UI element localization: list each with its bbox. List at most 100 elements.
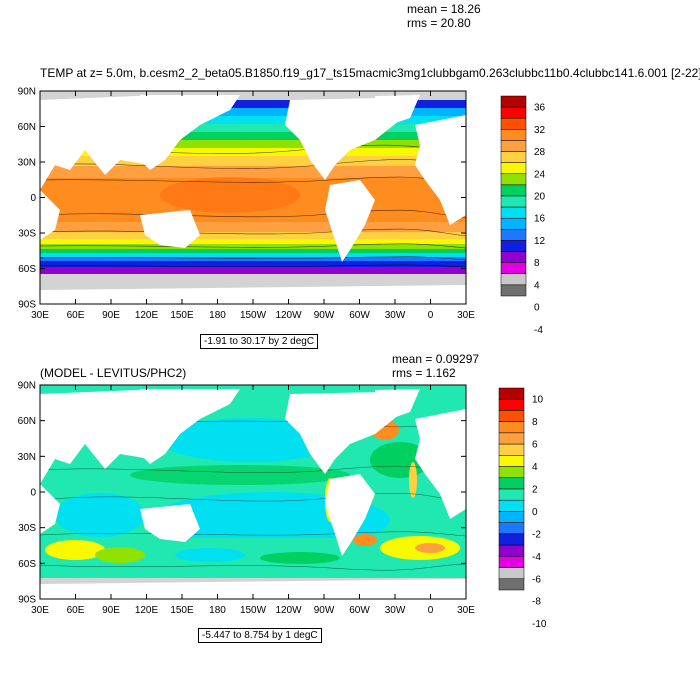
bottom-colorbar-cell xyxy=(498,556,525,568)
bottom-rms: rms = 1.162 xyxy=(392,366,456,380)
bottom-colorbar-cell xyxy=(498,578,525,591)
top-panel: mean = 18.26 rms = 20.80 TEMP at z= 5.0m… xyxy=(18,2,700,349)
bottom-colorbar-cell xyxy=(498,499,525,512)
top-lon-label: 150E xyxy=(170,310,194,321)
top-colorbar-label: 4 xyxy=(534,280,540,291)
top-colorbar-cell xyxy=(500,251,527,263)
bottom-lon-label: 60E xyxy=(67,605,85,616)
top-lat-label: 60S xyxy=(18,264,36,275)
bottom-lon-label: 180 xyxy=(209,605,226,616)
top-colorbar-cell xyxy=(500,217,527,230)
bottom-colorbar: 10 8 6 4 2 0 -2 -4 -6 -8 -10 xyxy=(498,387,547,630)
top-lat-label: 30N xyxy=(18,158,36,169)
bottom-lon-label: 120W xyxy=(275,605,302,616)
bottom-colorbar-label: -4 xyxy=(532,552,541,563)
top-lon-label: 120E xyxy=(135,310,159,321)
top-colorbar-cell xyxy=(500,95,527,108)
bottom-colorbar-cell xyxy=(498,443,525,456)
bottom-colorbar-cell xyxy=(498,567,525,580)
bottom-colorbar-cell xyxy=(498,455,525,467)
bottom-land xyxy=(40,389,466,599)
bottom-colorbar-cell xyxy=(498,432,525,445)
bottom-colorbar-cell xyxy=(498,544,525,557)
bottom-colorbar-cell xyxy=(498,410,525,422)
bottom-colorbar-cell xyxy=(498,533,525,546)
bottom-colorbar-cell xyxy=(498,387,525,400)
bottom-colorbar-cell xyxy=(498,466,525,479)
top-colorbar-label: 12 xyxy=(534,236,546,247)
top-colorbar-label: 28 xyxy=(534,147,546,158)
top-colorbar-cell xyxy=(500,229,527,241)
top-mean: mean = 18.26 xyxy=(407,2,481,16)
bottom-title: (MODEL - LEVITUS/PHC2) xyxy=(40,366,187,380)
bottom-colorbar-cell xyxy=(498,421,525,434)
top-lon-label: 30E xyxy=(457,310,475,321)
bottom-colorbar-label: -10 xyxy=(532,619,547,630)
bottom-lon-label: 90W xyxy=(314,605,335,616)
top-land xyxy=(40,95,466,304)
top-colorbar-cell xyxy=(500,140,527,152)
top-contour-info: -1.91 to 30.17 by 2 degC xyxy=(200,334,319,349)
bottom-contour-info: -5.447 to 8.754 by 1 degC xyxy=(198,628,322,643)
top-lon-label: 90W xyxy=(314,310,335,321)
bottom-colorbar-cell xyxy=(498,398,525,411)
top-title: TEMP at z= 5.0m, b.cesm2_2_beta05.B1850.… xyxy=(40,66,700,80)
top-lon-label: 150W xyxy=(240,310,267,321)
bottom-colorbar-label: 0 xyxy=(532,507,538,518)
top-colorbar-cell xyxy=(500,151,527,163)
bottom-colorbar-label: 2 xyxy=(532,485,538,496)
bottom-colorbar-label: -2 xyxy=(532,529,541,540)
bottom-lon-label: 0 xyxy=(428,605,434,616)
top-lon-label: 30E xyxy=(31,310,49,321)
bottom-lat-label: 60N xyxy=(18,416,36,427)
top-lon-label: 120W xyxy=(275,310,302,321)
top-colorbar-cell xyxy=(500,173,527,186)
top-colorbar-label: 32 xyxy=(534,125,546,136)
bottom-lon-label: 150E xyxy=(170,605,194,616)
bottom-lat-label: 0 xyxy=(30,488,36,499)
bottom-colorbar-label: -6 xyxy=(532,574,541,585)
bottom-lat-label: 90S xyxy=(18,595,36,606)
top-lon-label: 0 xyxy=(428,310,434,321)
top-colorbar-label: 20 xyxy=(534,192,546,203)
top-colorbar-cell xyxy=(500,284,527,297)
top-colorbar-cell xyxy=(500,206,527,219)
bottom-lat-label: 90N xyxy=(18,381,36,392)
bottom-lon-label: 30W xyxy=(385,605,406,616)
bottom-colorbar-label: 4 xyxy=(532,462,538,473)
bottom-lon-label: 120E xyxy=(135,605,159,616)
top-colorbar-cell xyxy=(500,273,527,286)
top-lon-label: 90E xyxy=(102,310,120,321)
top-colorbar: 36 32 28 24 20 16 12 8 4 0 -4 xyxy=(500,95,546,336)
top-colorbar-cell xyxy=(500,129,527,141)
top-colorbar-label: 24 xyxy=(534,169,546,180)
bottom-mean: mean = 0.09297 xyxy=(392,352,480,366)
top-colorbar-cell xyxy=(500,106,527,119)
top-lat-label: 0 xyxy=(30,193,36,204)
top-colorbar-label: 36 xyxy=(534,103,546,114)
top-colorbar-cell xyxy=(500,195,527,208)
bottom-lon-label: 60W xyxy=(349,605,370,616)
top-colorbar-cell xyxy=(500,162,527,175)
bottom-colorbar-cell xyxy=(498,488,525,501)
top-lon-label: 60E xyxy=(67,310,85,321)
top-lat-label: 90N xyxy=(18,87,36,98)
top-lon-label: 30W xyxy=(385,310,406,321)
top-colorbar-cell xyxy=(500,117,527,130)
top-colorbar-label: 8 xyxy=(534,258,540,269)
bottom-colorbar-label: 8 xyxy=(532,417,538,428)
top-rms: rms = 20.80 xyxy=(407,16,471,30)
bottom-colorbar-label: 6 xyxy=(532,440,538,451)
top-lon-label: 180 xyxy=(209,310,226,321)
bottom-lon-label: 30E xyxy=(31,605,49,616)
bottom-colorbar-cell xyxy=(498,477,525,490)
bottom-lon-label: 30E xyxy=(457,605,475,616)
bottom-colorbar-label: -8 xyxy=(532,597,541,608)
bottom-panel: mean = 0.09297 rms = 1.162 (MODEL - LEVI… xyxy=(0,350,700,700)
top-colorbar-label: 16 xyxy=(534,214,546,225)
bottom-lon-label: 150W xyxy=(240,605,267,616)
top-lat-label: 90S xyxy=(18,300,36,311)
